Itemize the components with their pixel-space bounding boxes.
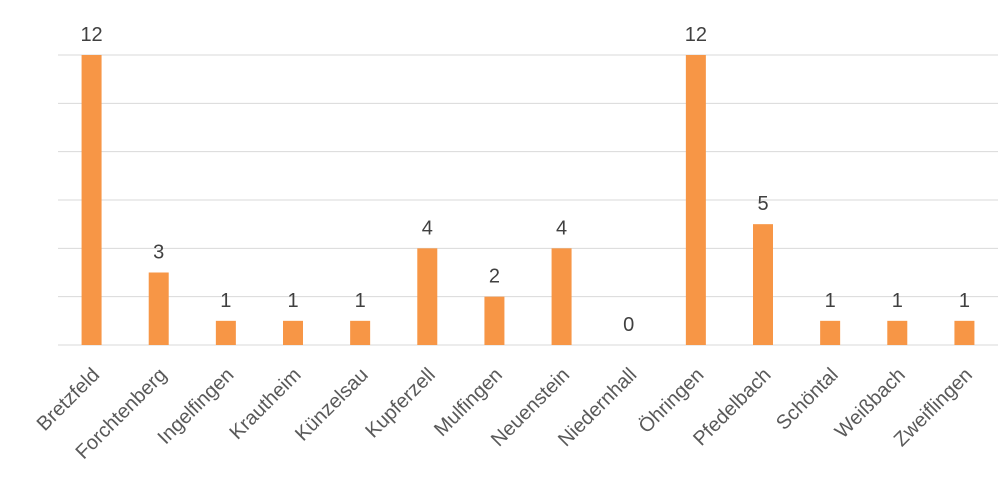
category-labels: BretzfeldForchtenbergIngelfingenKrauthei… (33, 364, 977, 464)
bar-mulfingen (484, 296, 505, 345)
category-label: Kupferzell (361, 364, 439, 442)
data-label: 1 (959, 290, 970, 312)
data-label: 1 (825, 290, 836, 312)
data-labels: 12 3 1 1 1 4 2 4 0 12 5 1 1 1 (80, 24, 970, 336)
bar-zweiflingen (954, 320, 975, 345)
data-label: 2 (489, 266, 500, 288)
data-label: 0 (623, 314, 634, 336)
bar-kupferzell (417, 248, 438, 345)
data-label: 12 (80, 24, 102, 46)
data-label: 5 (757, 193, 768, 215)
bar-neuenstein (551, 248, 572, 345)
bar-künzelsau (350, 320, 371, 345)
bar-forchtenberg (148, 272, 169, 345)
data-label: 4 (556, 217, 567, 239)
data-label: 1 (220, 290, 231, 312)
category-label: Schöntal (772, 364, 843, 435)
data-label: 1 (287, 290, 298, 312)
bar-pfedelbach (753, 224, 773, 345)
bar-ingelfingen (215, 320, 236, 345)
data-label: 12 (685, 24, 707, 46)
bar-schöntal (820, 320, 841, 345)
data-label: 3 (153, 242, 164, 264)
bar-krautheim (283, 320, 303, 345)
category-label: Bretzfeld (33, 364, 104, 435)
data-label: 4 (422, 217, 433, 239)
bar-öhringen (685, 55, 706, 345)
gridlines (58, 54, 998, 346)
data-label: 1 (892, 290, 903, 312)
category-label: Künzelsau (291, 364, 373, 446)
bars (81, 55, 975, 345)
bar-weißbach (887, 320, 908, 345)
data-label: 1 (355, 290, 366, 312)
bar-bretzfeld (81, 55, 102, 345)
